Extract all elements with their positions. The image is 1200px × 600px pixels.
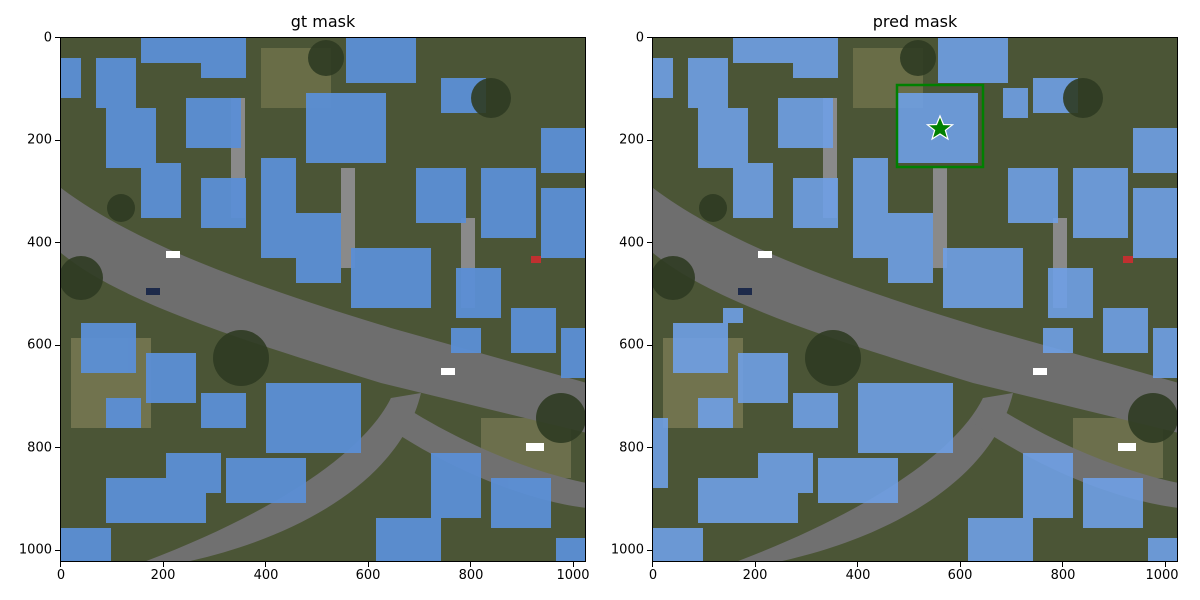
y-tick-label: 0 [43, 30, 52, 46]
x-tick-label: 600 [947, 568, 973, 583]
y-tick-label: 800 [27, 440, 52, 456]
y-tick-label: 600 [619, 337, 644, 353]
x-tick-label: 1000 [1145, 568, 1179, 583]
x-tick-label: 200 [150, 568, 176, 583]
x-tick-label: 600 [355, 568, 381, 583]
x-tick-label: 400 [253, 568, 279, 583]
y-tick-label: 1000 [610, 542, 644, 558]
star-icon [925, 114, 955, 141]
gt-mask-image [60, 37, 586, 562]
y-tick-label: 600 [27, 337, 52, 353]
y-tick-label: 200 [27, 132, 52, 148]
panel-title-gt: gt mask [290, 12, 356, 31]
x-tick-label: 1000 [556, 568, 590, 583]
y-tick-label: 0 [635, 30, 644, 46]
x-tick-label: 800 [1050, 568, 1076, 583]
x-tick-label: 0 [56, 568, 66, 583]
x-tick-label: 200 [742, 568, 768, 583]
y-tick-label: 400 [619, 235, 644, 251]
x-tick-label: 0 [648, 568, 658, 583]
aerial-scene-gt [61, 38, 585, 561]
x-tick-label: 800 [458, 568, 484, 583]
y-tick-label: 800 [619, 440, 644, 456]
panel-title-pred: pred mask [872, 12, 958, 31]
pred-mask-image [652, 37, 1178, 562]
x-tick-label: 400 [845, 568, 871, 583]
y-tick-label: 1000 [18, 542, 52, 558]
prompt-bounding-box [895, 83, 985, 169]
y-tick-label: 400 [27, 235, 52, 251]
aerial-scene-pred [653, 38, 1177, 561]
y-tick-label: 200 [619, 132, 644, 148]
